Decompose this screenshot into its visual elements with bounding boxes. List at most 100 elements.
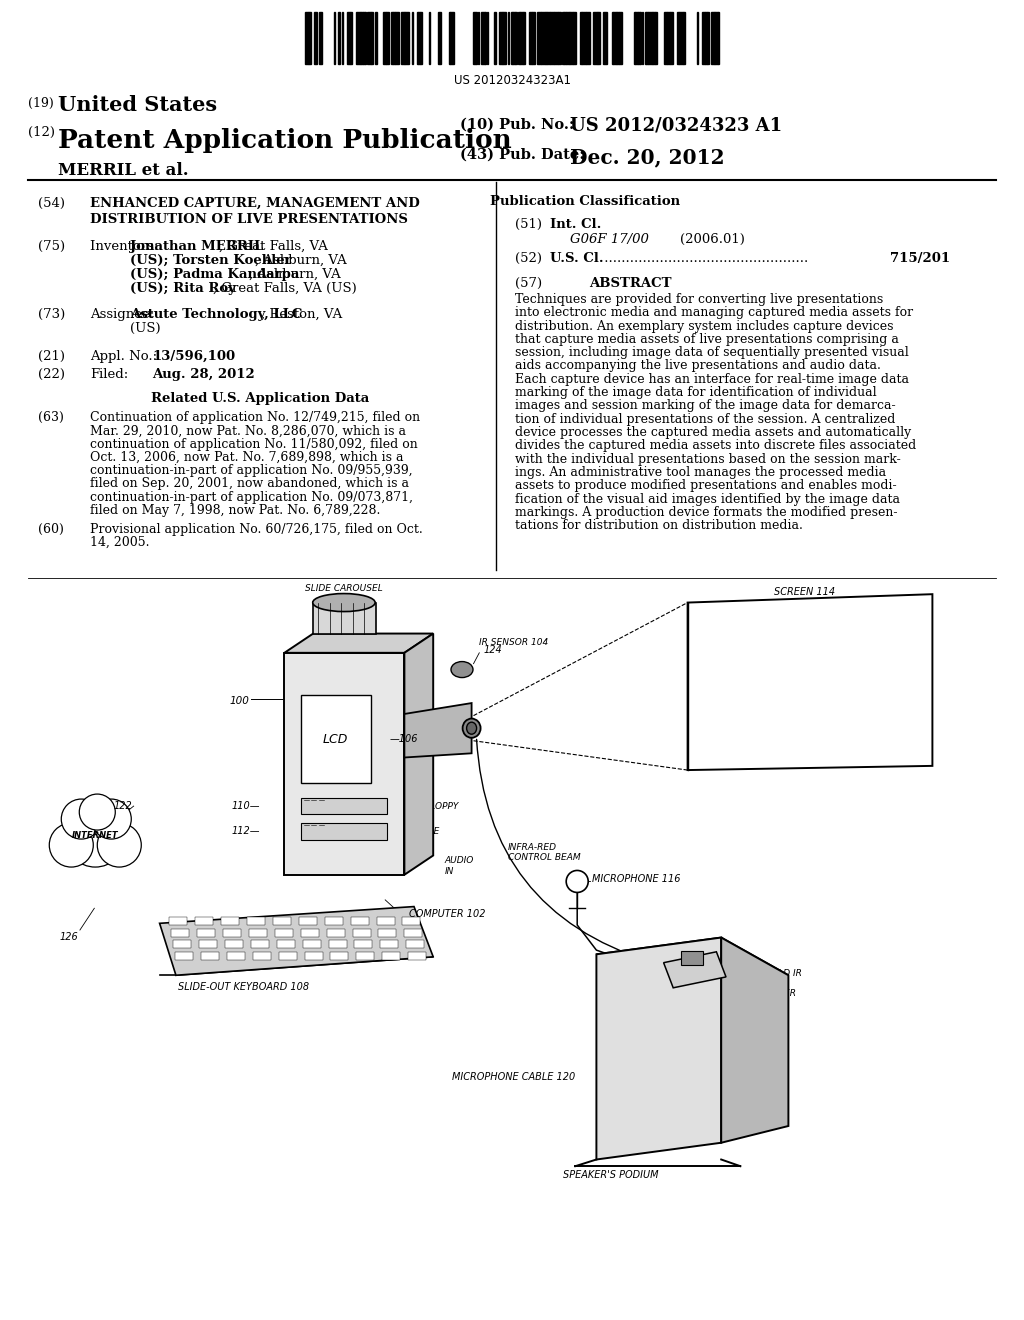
Bar: [554, 12, 558, 63]
Text: IR SENSOR 104: IR SENSOR 104: [479, 638, 549, 647]
Bar: [494, 12, 496, 63]
Text: MICROPHONE 116: MICROPHONE 116: [592, 874, 680, 884]
Bar: [481, 12, 485, 63]
Bar: [274, 929, 293, 937]
Text: Patent Application Publication: Patent Application Publication: [58, 128, 512, 153]
Bar: [593, 12, 597, 63]
Bar: [383, 12, 386, 63]
Text: Jonathan MERRIL: Jonathan MERRIL: [130, 240, 263, 253]
Text: Mar. 29, 2010, now Pat. No. 8,286,070, which is a: Mar. 29, 2010, now Pat. No. 8,286,070, w…: [90, 424, 406, 437]
Text: 122: 122: [114, 801, 133, 810]
Text: marking of the image data for identification of individual: marking of the image data for identifica…: [515, 385, 877, 399]
Bar: [301, 822, 387, 840]
Text: continuation of application No. 11/580,092, filed on: continuation of application No. 11/580,0…: [90, 438, 418, 450]
Text: , Reston, VA: , Reston, VA: [261, 308, 342, 321]
Text: Provisional application No. 60/726,175, filed on Oct.: Provisional application No. 60/726,175, …: [90, 523, 423, 536]
Bar: [367, 12, 371, 63]
Text: Filed:: Filed:: [90, 368, 128, 381]
Bar: [386, 12, 389, 63]
Text: tion of individual presentations of the session. A centralized: tion of individual presentations of the …: [515, 413, 895, 425]
Bar: [520, 12, 523, 63]
Bar: [617, 12, 618, 63]
Text: divides the captured media assets into discrete files associated: divides the captured media assets into d…: [515, 440, 916, 453]
Bar: [331, 952, 348, 960]
Polygon shape: [596, 937, 721, 1159]
Text: DISTRIBUTION OF LIVE PRESENTATIONS: DISTRIBUTION OF LIVE PRESENTATIONS: [90, 213, 408, 226]
Text: (63): (63): [38, 411, 63, 424]
Text: Astute Technology, LLC: Astute Technology, LLC: [130, 308, 302, 321]
Bar: [169, 917, 187, 925]
Text: , Ashburn, VA: , Ashburn, VA: [255, 253, 347, 267]
Bar: [325, 917, 343, 925]
Bar: [356, 12, 360, 63]
Bar: [301, 929, 318, 937]
Text: (US); Torsten Koehler: (US); Torsten Koehler: [130, 253, 292, 267]
Bar: [221, 917, 239, 925]
Bar: [226, 952, 245, 960]
Text: 110—: 110—: [231, 801, 260, 810]
Bar: [450, 12, 454, 63]
Ellipse shape: [451, 661, 473, 677]
Text: (US); Padma Kandarpa: (US); Padma Kandarpa: [130, 268, 299, 281]
Bar: [573, 12, 575, 63]
Bar: [715, 12, 718, 63]
Bar: [362, 12, 365, 63]
Text: SLIDE-OUT KEYBOARD 108: SLIDE-OUT KEYBOARD 108: [177, 982, 308, 991]
Text: tations for distribution on distribution media.: tations for distribution on distribution…: [515, 519, 803, 532]
Ellipse shape: [467, 722, 476, 734]
Bar: [550, 12, 554, 63]
Bar: [276, 940, 295, 949]
Bar: [393, 12, 395, 63]
Text: into electronic media and managing captured media assets for: into electronic media and managing captu…: [515, 306, 913, 319]
Bar: [247, 917, 265, 925]
Text: continuation-in-part of application No. 09/073,871,: continuation-in-part of application No. …: [90, 491, 413, 504]
Bar: [655, 12, 657, 63]
Bar: [338, 12, 340, 63]
Polygon shape: [160, 907, 433, 975]
Bar: [379, 929, 396, 937]
Bar: [371, 12, 373, 63]
Text: Dec. 20, 2012: Dec. 20, 2012: [570, 147, 725, 168]
Bar: [375, 12, 377, 63]
Bar: [402, 917, 421, 925]
Ellipse shape: [312, 594, 375, 611]
Bar: [249, 929, 267, 937]
Text: HAND-HELD IR
SLIDE
CONTROLLER
118: HAND-HELD IR SLIDE CONTROLLER 118: [735, 969, 802, 1008]
Bar: [499, 12, 502, 63]
Bar: [301, 797, 387, 814]
Bar: [420, 12, 422, 63]
Text: Int. Cl.: Int. Cl.: [550, 218, 601, 231]
Text: filed on Sep. 20, 2001, now abandoned, which is a: filed on Sep. 20, 2001, now abandoned, w…: [90, 478, 409, 491]
Bar: [354, 940, 373, 949]
Text: ings. An administrative tool manages the processed media: ings. An administrative tool manages the…: [515, 466, 886, 479]
Bar: [361, 12, 362, 63]
Text: ABSTRACT: ABSTRACT: [589, 277, 672, 290]
Text: 13/596,100: 13/596,100: [152, 350, 236, 363]
Text: Publication Classification: Publication Classification: [489, 195, 680, 209]
Bar: [670, 12, 673, 63]
Ellipse shape: [463, 718, 480, 738]
Bar: [407, 940, 424, 949]
Text: US 2012/0324323 A1: US 2012/0324323 A1: [570, 116, 782, 135]
Bar: [635, 12, 638, 63]
Text: (75): (75): [38, 240, 66, 253]
Text: session, including image data of sequentially presented visual: session, including image data of sequent…: [515, 346, 908, 359]
Text: with the individual presentations based on the session mark-: with the individual presentations based …: [515, 453, 901, 466]
Text: U.S. Cl.: U.S. Cl.: [550, 252, 603, 265]
Bar: [518, 12, 520, 63]
Bar: [279, 952, 297, 960]
Bar: [570, 12, 573, 63]
Text: Appl. No.:: Appl. No.:: [90, 350, 157, 363]
Text: (US); Rita Roy: (US); Rita Roy: [130, 282, 236, 294]
Bar: [515, 12, 517, 63]
Bar: [380, 940, 398, 949]
Bar: [705, 12, 707, 63]
Bar: [711, 12, 714, 63]
Bar: [395, 12, 399, 63]
Bar: [558, 12, 561, 63]
Bar: [586, 12, 590, 63]
Text: (57): (57): [515, 277, 542, 290]
Bar: [319, 12, 322, 63]
Circle shape: [66, 807, 125, 867]
Text: aids accompanying the live presentations and audio data.: aids accompanying the live presentations…: [515, 359, 881, 372]
